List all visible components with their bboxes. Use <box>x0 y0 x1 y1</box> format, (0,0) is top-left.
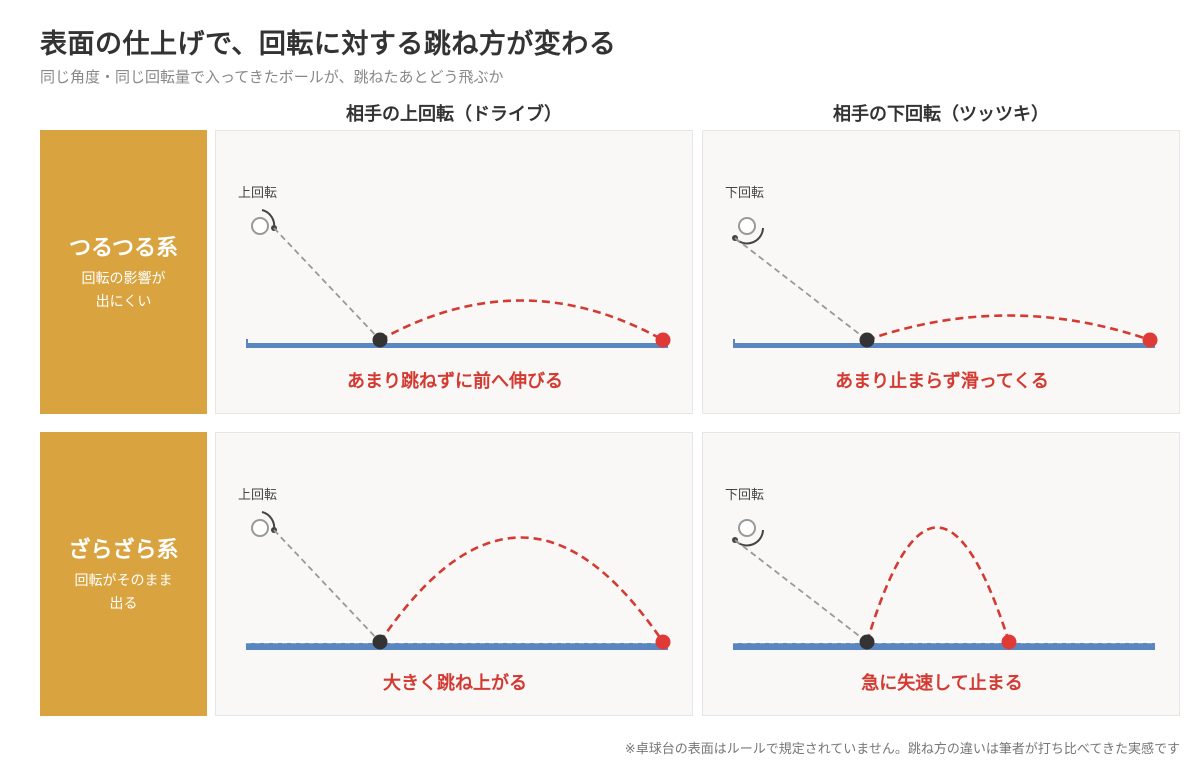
spin-label: 上回転 <box>238 488 277 503</box>
panel-smooth-topspin: 上回転 あまり跳ねずに前へ伸びる <box>215 130 693 414</box>
bounce-diagram: 下回転 あまり止まらず滑ってくる <box>725 186 1158 392</box>
spin-label: 下回転 <box>725 488 764 503</box>
result-label: 急に失速して止まる <box>861 672 1022 694</box>
row-description: 回転がそのまま 出る <box>75 570 173 616</box>
ball-icon <box>738 519 756 537</box>
row-name: ざらざら系 <box>68 538 179 563</box>
row-desc-line: 出る <box>109 596 138 612</box>
incoming-path <box>734 237 868 341</box>
spin-label: 下回転 <box>725 186 764 201</box>
bounce-trajectory <box>379 299 664 342</box>
bounce-diagram: 下回転 急に失速して止まる <box>725 488 1155 694</box>
footnote: ※卓球台の表面はルールで規定されていません。跳ね方の違いは筆者が打ち比べてきた実… <box>624 742 1180 757</box>
table-edge <box>246 339 248 345</box>
incoming-path <box>273 227 381 341</box>
table-surface <box>733 643 1155 650</box>
row-desc-line: 回転がそのまま <box>74 573 173 589</box>
table-surface <box>246 643 668 650</box>
result-label: あまり跳ねずに前へ伸びる <box>347 370 563 392</box>
landing-point <box>1142 332 1158 348</box>
panel-rough-backspin: 下回転 急に失速して止まる <box>702 432 1180 716</box>
page-title: 表面の仕上げで、回転に対する跳ね方が変わる <box>40 29 617 60</box>
ball-icon <box>738 217 756 235</box>
incoming-path <box>734 539 868 643</box>
row-name: つるつる系 <box>68 236 179 261</box>
row-label-smooth: つるつる系 回転の影響が 出にくい <box>40 130 207 414</box>
ball-icon <box>251 217 269 235</box>
column-header-backspin: 相手の下回転（ツッツキ） <box>833 104 1049 125</box>
table-surface <box>246 343 668 348</box>
row-label-rough: ざらざら系 回転がそのまま 出る <box>40 432 207 716</box>
bounce-point <box>372 332 388 348</box>
panel-rough-topspin: 上回転 大きく跳ね上がる <box>215 432 693 716</box>
landing-point <box>1001 634 1017 650</box>
bounce-trajectory <box>866 314 1151 342</box>
column-header-topspin: 相手の上回転（ドライブ） <box>346 104 562 125</box>
row-desc-line: 回転の影響が <box>81 271 166 287</box>
page-subtitle: 同じ角度・同じ回転量で入ってきたボールが、跳ねたあとどう飛ぶか <box>40 68 504 86</box>
bounce-point <box>859 634 875 650</box>
bounce-trajectory <box>378 536 665 643</box>
bounce-diagram: 上回転 あまり跳ねずに前へ伸びる <box>238 186 671 392</box>
spin-label: 上回転 <box>238 186 277 201</box>
table-edge <box>733 339 735 345</box>
bounce-diagram: 上回転 大きく跳ね上がる <box>238 488 671 694</box>
result-label: 大きく跳ね上がる <box>383 672 527 694</box>
landing-point <box>655 332 671 348</box>
landing-point <box>655 634 671 650</box>
row-desc-line: 出にくい <box>95 294 152 310</box>
row-description: 回転の影響が 出にくい <box>82 268 166 314</box>
ball-icon <box>251 519 269 537</box>
table-surface <box>733 343 1155 348</box>
result-label: あまり止まらず滑ってくる <box>835 370 1049 392</box>
bounce-point <box>372 634 388 650</box>
panel-smooth-backspin: 下回転 あまり止まらず滑ってくる <box>702 130 1180 414</box>
bounce-trajectory <box>865 526 1011 643</box>
bounce-point <box>859 332 875 348</box>
incoming-path <box>273 529 381 643</box>
